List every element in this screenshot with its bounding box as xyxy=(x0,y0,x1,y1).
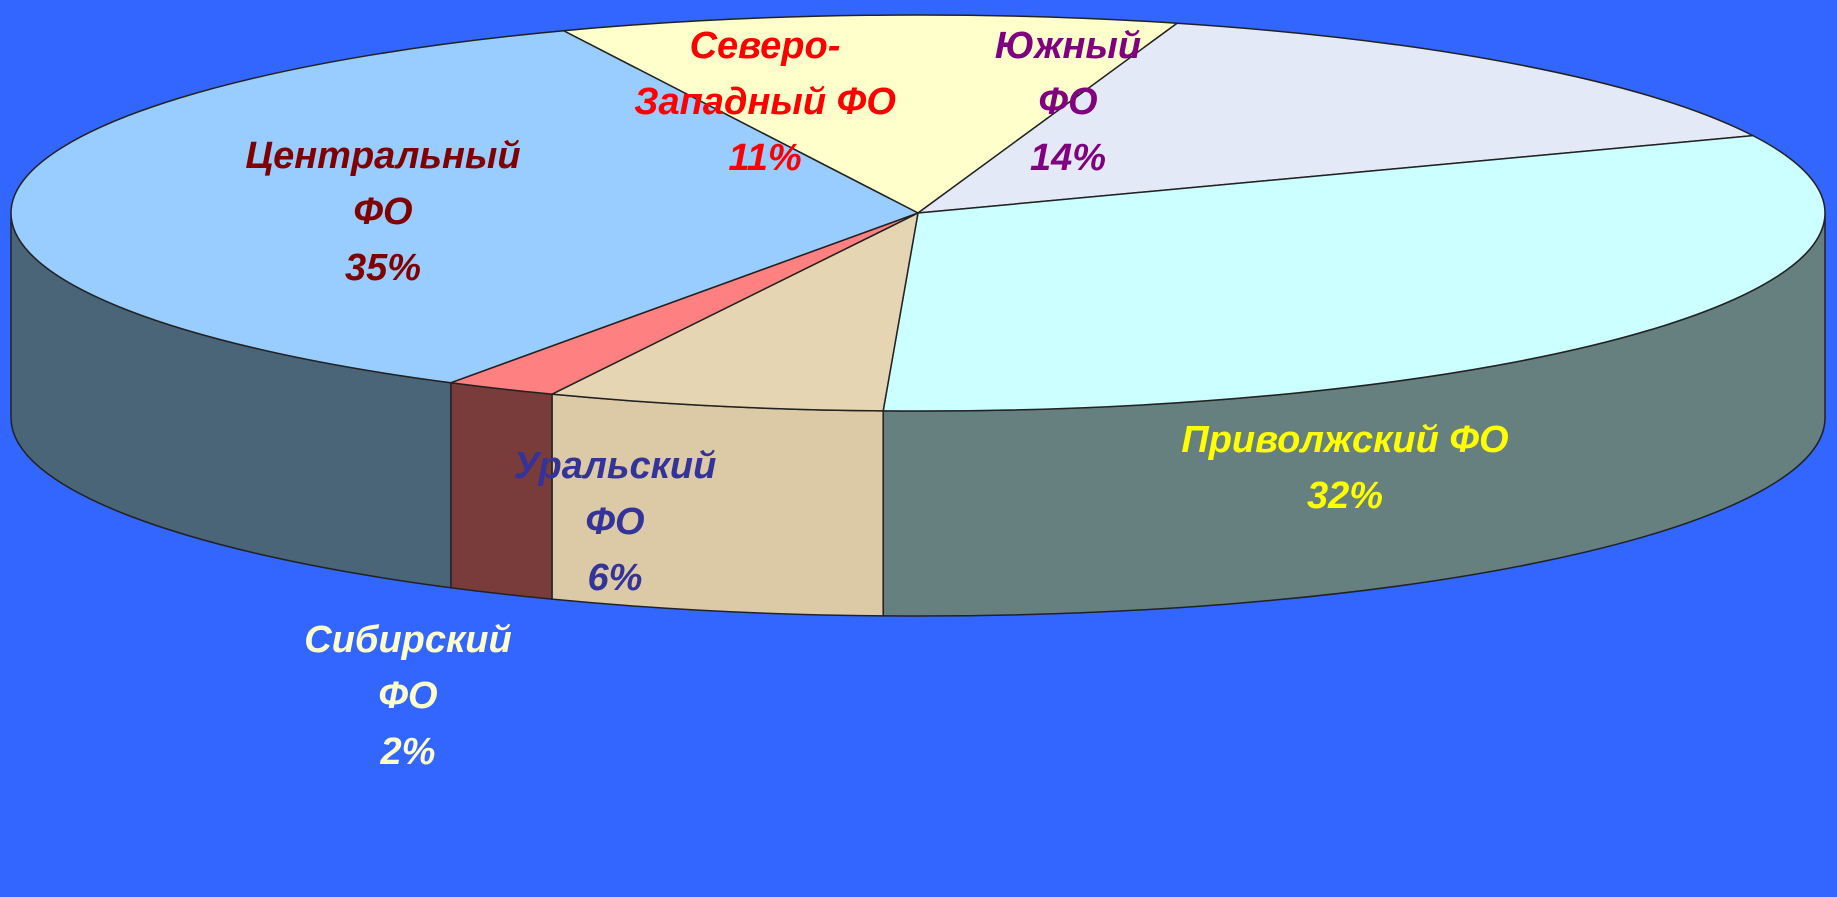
value-label: 14% xyxy=(1029,137,1107,179)
category-label: Северо-Западный ФО xyxy=(634,25,896,123)
category-label: Сибирский ФО xyxy=(304,619,512,717)
category-label: Центральный ФО xyxy=(245,135,521,233)
value-label: 2% xyxy=(380,731,436,773)
slice-top xyxy=(882,134,1826,412)
category-label: Приволжский ФО xyxy=(1181,419,1509,461)
slice-label: Южный ФО 14% xyxy=(973,18,1163,186)
slice-label: Северо-Западный ФО 11% xyxy=(620,18,910,186)
slice-top xyxy=(560,14,1180,214)
value-label: 32% xyxy=(1306,475,1384,517)
slice-label: Уральский ФО 6% xyxy=(480,438,750,606)
slice-top xyxy=(10,29,920,384)
value-label: 11% xyxy=(728,137,802,179)
category-label: Уральский ФО xyxy=(513,445,717,543)
side-walls xyxy=(10,212,1826,617)
top-faces xyxy=(10,14,1826,412)
slice-top xyxy=(915,22,1756,214)
slice-label: Центральный ФО 35% xyxy=(218,128,548,296)
slice-label: Сибирский ФО 2% xyxy=(273,612,543,780)
slice-top xyxy=(549,211,919,412)
value-label: 35% xyxy=(344,247,422,289)
slice-label: Приволжский ФО 32% xyxy=(1180,412,1510,524)
category-label: Южный ФО xyxy=(994,25,1142,123)
value-label: 6% xyxy=(587,557,643,599)
